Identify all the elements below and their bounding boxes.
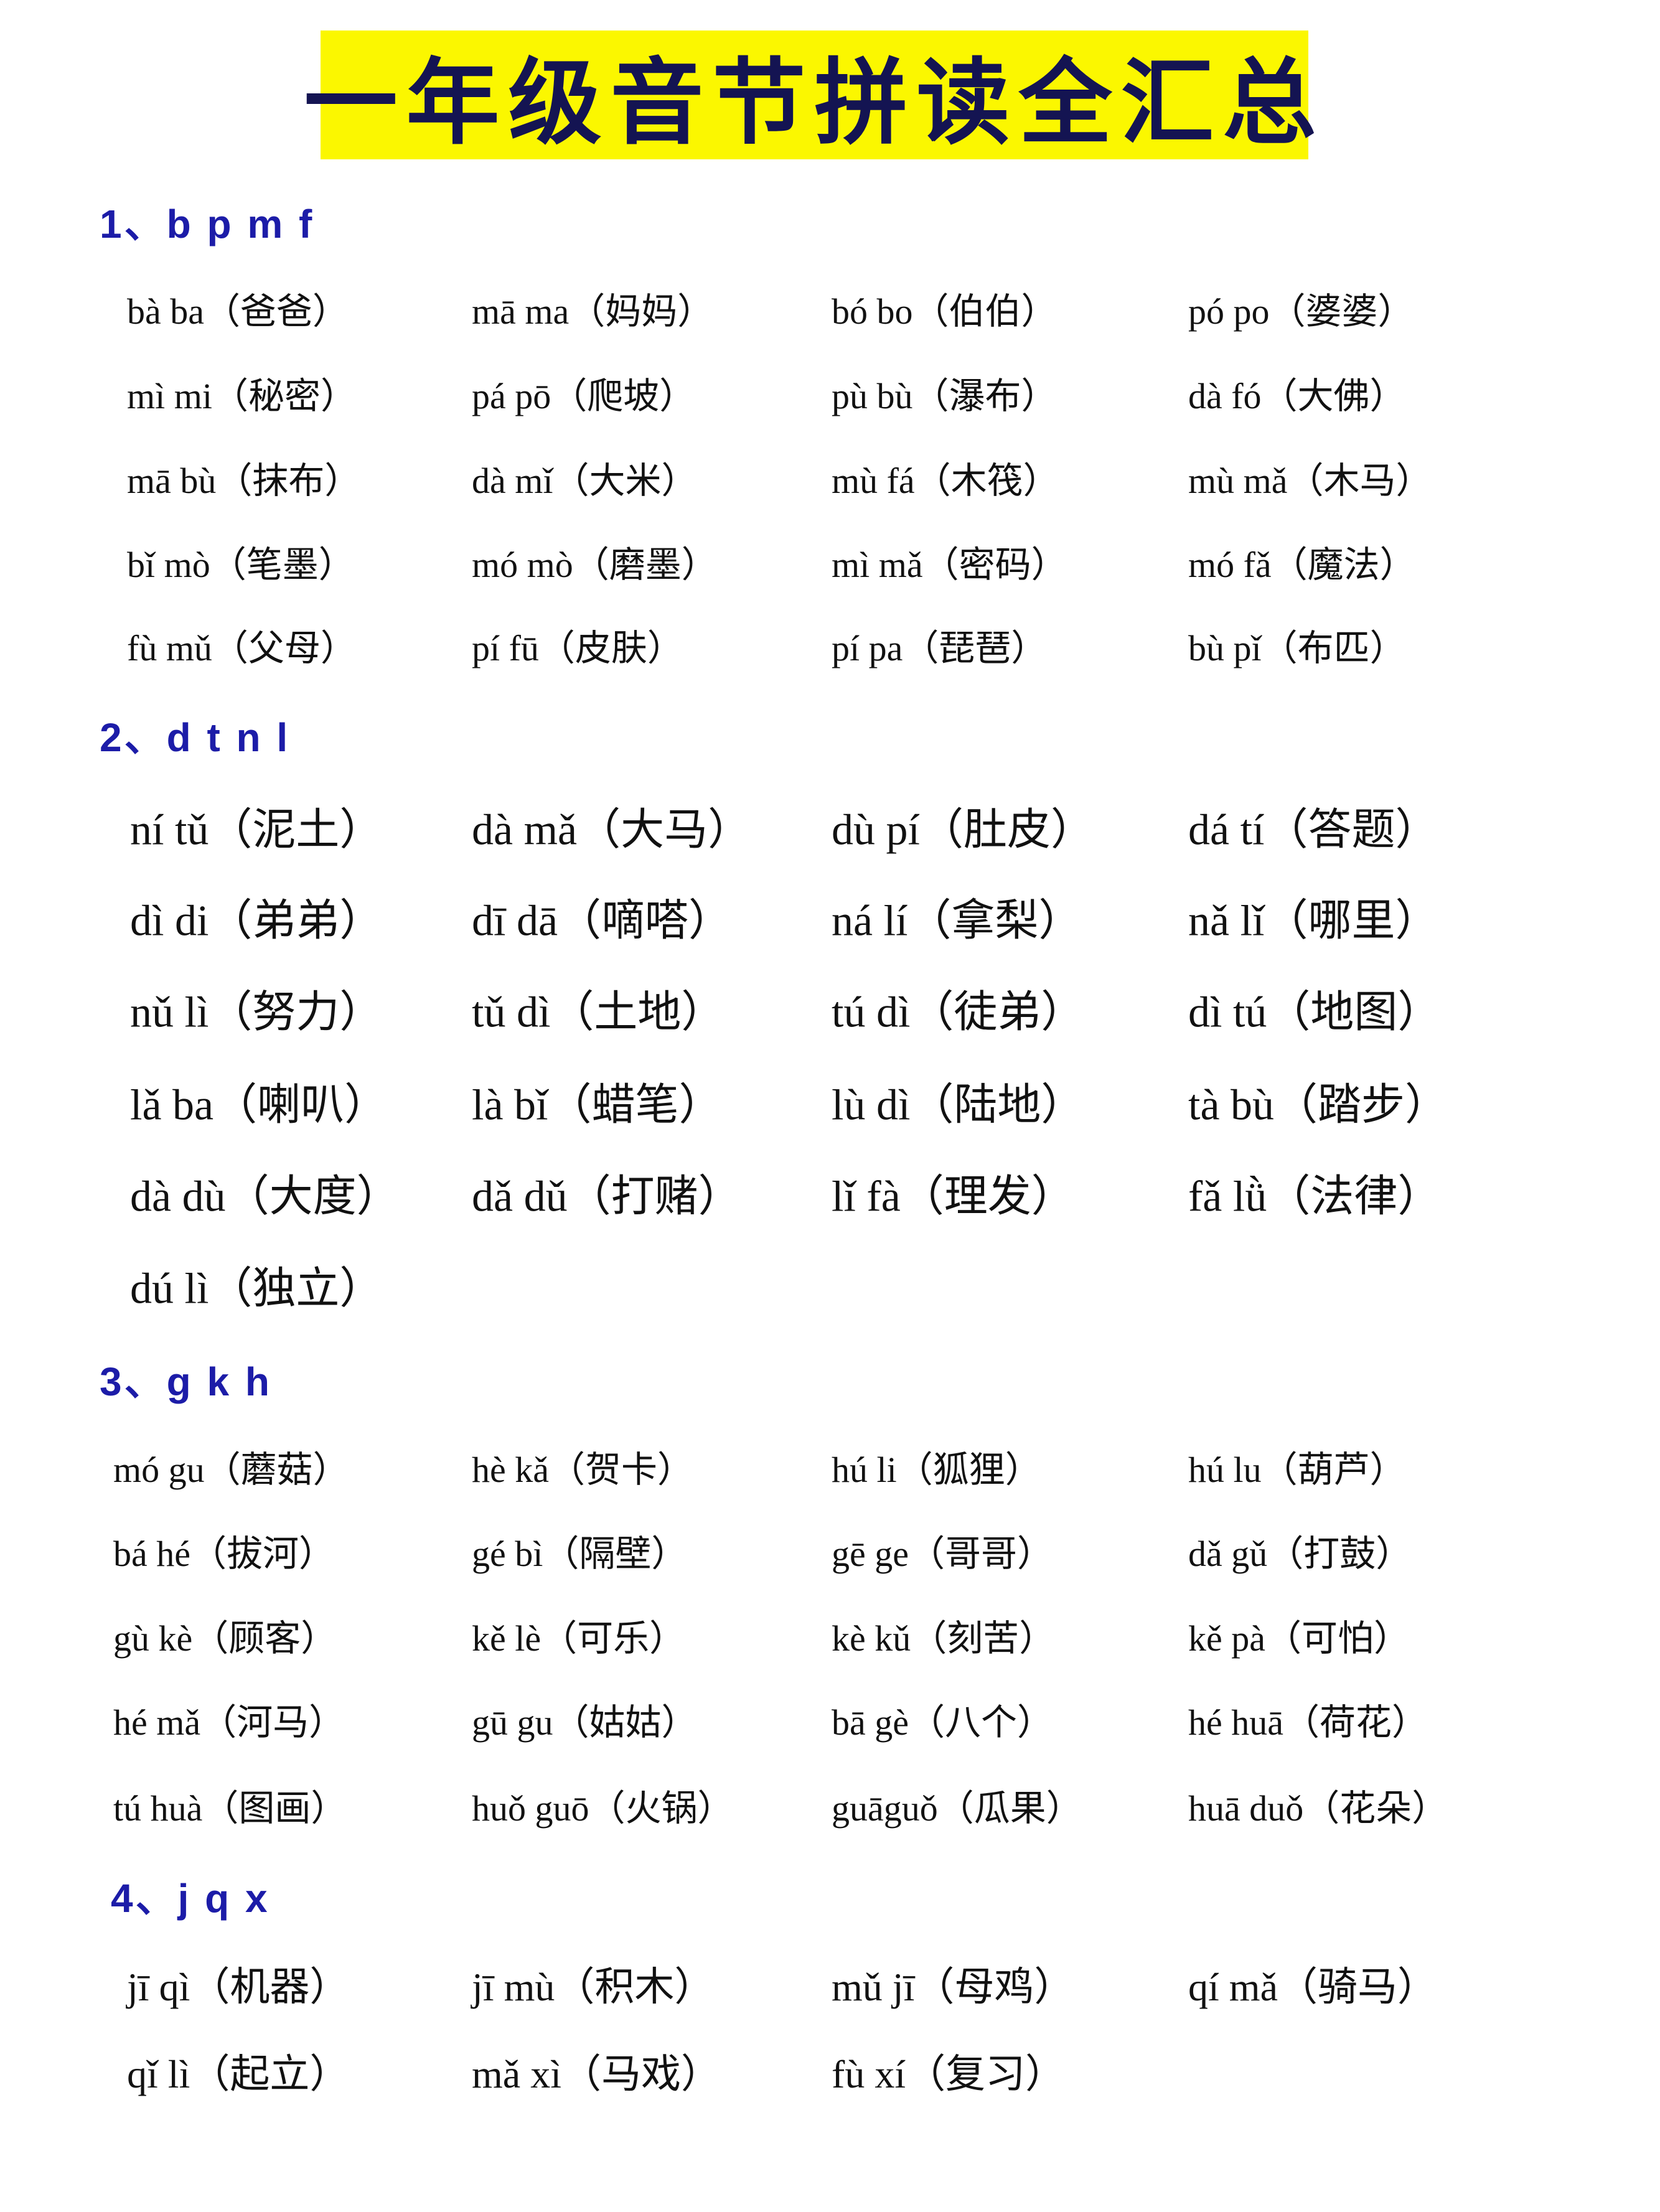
syllable-word: huā duǒ（花朵） xyxy=(1188,1788,1448,1829)
syllable-word: dì tú（地图） xyxy=(1188,988,1442,1037)
syllable-word: bà ba（爸爸） xyxy=(127,291,349,332)
syllable-word: hú lu（葫芦） xyxy=(1188,1450,1406,1490)
syllable-word: gū gu（姑姑） xyxy=(472,1702,698,1743)
syllable-word: dà mǐ（大米） xyxy=(472,461,698,501)
syllable-word: pù bù（瀑布） xyxy=(832,376,1057,416)
syllable-word: hè kǎ（贺卡） xyxy=(472,1450,693,1490)
syllable-word: jī qì（机器） xyxy=(127,1965,350,2009)
syllable-word: fù xí（复习） xyxy=(832,2052,1066,2096)
syllable-word: bǐ mò（笔墨） xyxy=(127,545,355,585)
syllable-word: jī mù（积木） xyxy=(472,1965,715,2009)
syllable-word: lù dì（陆地） xyxy=(832,1081,1085,1130)
syllable-word: pá pō（爬坡） xyxy=(472,376,696,416)
syllable-word: ná lí（拿梨） xyxy=(832,897,1082,945)
syllable-word: mǔ jī（母鸡） xyxy=(832,1965,1074,2009)
syllable-word: pí fū（皮肤） xyxy=(472,628,683,668)
syllable-word: gé bì（隔壁） xyxy=(472,1534,688,1574)
syllable-word: lǐ fà（理发） xyxy=(832,1173,1075,1221)
syllable-word: fǎ lǜ（法律） xyxy=(1188,1173,1442,1221)
syllable-word: ní tǔ（泥土） xyxy=(130,806,383,855)
syllable-word: dǎ gǔ（打鼓） xyxy=(1188,1534,1412,1574)
syllable-word: lǎ ba（喇叭） xyxy=(130,1081,388,1130)
syllable-word: là bǐ（蜡笔） xyxy=(472,1081,723,1130)
syllable-word: fù mǔ（父母） xyxy=(127,628,357,668)
syllable-word: pí pa（琵琶） xyxy=(832,628,1048,668)
syllable-word: dà fó（大佛） xyxy=(1188,376,1406,416)
syllable-word: dà dù（大度） xyxy=(130,1173,400,1221)
syllable-word: qí mǎ（骑马） xyxy=(1188,1965,1437,2009)
syllable-word: dá tí（答题） xyxy=(1188,806,1439,855)
syllable-word: tú dì（徒弟） xyxy=(832,988,1085,1037)
syllable-word: bó bo（伯伯） xyxy=(832,291,1057,332)
syllable-word: mǎ xì（马戏） xyxy=(472,2052,721,2096)
syllable-word: mó gu（蘑菇） xyxy=(113,1450,349,1490)
syllable-word: hé huā（荷花） xyxy=(1188,1702,1428,1743)
syllable-word: mā ma（妈妈） xyxy=(472,291,714,332)
syllable-word: tǔ dì（土地） xyxy=(472,988,725,1037)
syllable-word: mā bù（抹布） xyxy=(127,461,361,501)
title-banner: 一年级音节拼读全汇总 xyxy=(304,30,1316,159)
syllable-word: kě pà（可怕） xyxy=(1188,1618,1410,1659)
syllable-word: mì mǎ（密码） xyxy=(832,545,1067,585)
syllable-word: kě lè（可乐） xyxy=(472,1618,686,1659)
syllable-word: bā gè（八个） xyxy=(832,1702,1053,1743)
syllable-word: nǔ lì（努力） xyxy=(130,988,383,1037)
syllable-word: mó fǎ（魔法） xyxy=(1188,545,1416,585)
syllable-word: hé mǎ（河马） xyxy=(113,1702,345,1743)
syllable-word: mù fá（木筏） xyxy=(832,461,1059,501)
syllable-word: pó po（婆婆） xyxy=(1188,291,1414,332)
syllable-word: qǐ lì（起立） xyxy=(127,2052,350,2096)
syllable-word: tà bù（踏步） xyxy=(1188,1081,1449,1130)
syllable-word: guāguǒ（瓜果） xyxy=(832,1788,1082,1829)
syllable-word: kè kǔ（刻苦） xyxy=(832,1618,1056,1659)
syllable-word: dǎ dǔ（打赌） xyxy=(472,1173,742,1221)
syllable-word: gù kè（顾客） xyxy=(113,1618,337,1659)
section-heading: 1、b p m f xyxy=(100,202,315,246)
syllable-word: huǒ guō（火锅） xyxy=(472,1788,734,1829)
syllable-word: dì di（弟弟） xyxy=(130,897,383,945)
syllable-word: hú li（狐狸） xyxy=(832,1450,1041,1490)
syllable-word: bù pǐ（布匹） xyxy=(1188,628,1406,668)
syllable-word: mù mǎ（木马） xyxy=(1188,461,1432,501)
syllable-word: gē ge（哥哥） xyxy=(832,1534,1053,1574)
section-heading: 2、d t n l xyxy=(100,715,291,760)
syllable-word: dī dā（嘀嗒） xyxy=(472,897,733,945)
syllable-word: mó mò（磨墨） xyxy=(472,545,718,585)
syllable-word: dú lì（独立） xyxy=(130,1265,383,1313)
syllable-word: tú huà（图画） xyxy=(113,1788,347,1829)
syllable-word: dù pí（肚皮） xyxy=(832,806,1094,855)
syllable-word: bá hé（拔河） xyxy=(113,1534,335,1574)
syllable-word: mì mi（秘密） xyxy=(127,376,357,416)
syllable-word: nǎ lǐ（哪里） xyxy=(1188,897,1439,945)
section-heading: 4、j q x xyxy=(111,1876,270,1921)
section-heading: 3、g k h xyxy=(100,1359,272,1404)
page-title: 一年级音节拼读全汇总 xyxy=(304,49,1325,157)
syllable-word: dà mǎ（大马） xyxy=(472,806,752,855)
